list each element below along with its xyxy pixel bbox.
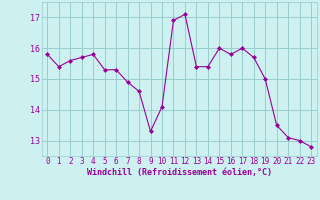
X-axis label: Windchill (Refroidissement éolien,°C): Windchill (Refroidissement éolien,°C) bbox=[87, 168, 272, 177]
